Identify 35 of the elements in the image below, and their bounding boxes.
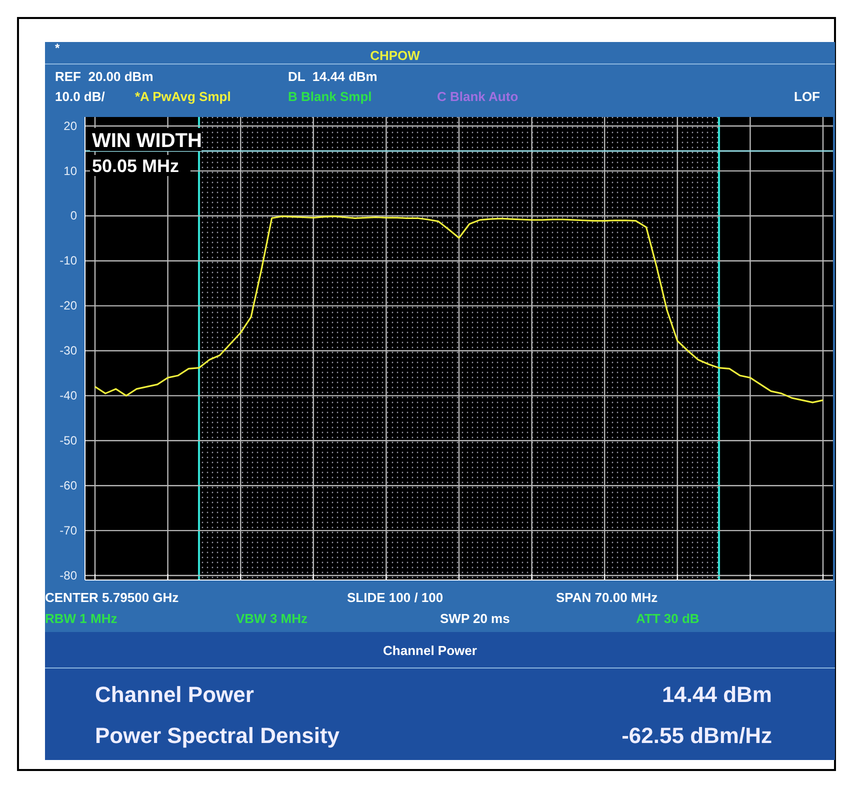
annotation: 50.05 MHz	[92, 156, 180, 176]
text: SPAN 70.00 MHz	[556, 590, 658, 605]
text: *	[55, 41, 60, 55]
y-tick-label: -20	[60, 298, 78, 313]
y-tick-label: -10	[60, 254, 78, 268]
y-tick-label: -40	[60, 388, 78, 403]
line-series	[94, 216, 824, 404]
text: SWP 20 ms	[440, 611, 510, 626]
text: ATT 30 dB	[636, 611, 700, 626]
text: 14.44 dBm	[662, 682, 772, 707]
y-tick-label: -50	[60, 433, 78, 448]
text: VBW 3 MHz	[236, 611, 308, 626]
text: Channel Power	[383, 643, 477, 658]
text: SLIDE 100 / 100	[347, 590, 444, 605]
text: *A PwAvg Smpl	[135, 89, 231, 104]
text: LOF	[794, 89, 820, 104]
text: -62.55 dBm/Hz	[622, 723, 772, 748]
text: Channel Power	[95, 682, 254, 707]
y-tick-label: -60	[60, 478, 78, 492]
annotation: WIN WIDTH	[92, 130, 202, 152]
y-tick-label: 20	[64, 118, 78, 133]
text: DL 14.44 dBm	[288, 69, 378, 84]
y-tick-label: 10	[64, 164, 78, 178]
y-tick-label: -70	[60, 523, 78, 538]
text: 10.0 dB/	[55, 89, 106, 104]
text: CENTER 5.79500 GHz	[45, 590, 180, 605]
text: REF 20.00 dBm	[55, 69, 154, 84]
text: RBW 1 MHz	[45, 611, 118, 626]
text: C Blank Auto	[437, 89, 518, 104]
y-tick-label: -30	[60, 344, 78, 358]
y-tick-label: -80	[60, 568, 78, 582]
text: Power Spectral Density	[95, 723, 340, 748]
y-tick-label: 0	[70, 208, 78, 223]
chart-title: CHPOW	[370, 48, 421, 63]
text: B Blank Smpl	[288, 89, 372, 104]
